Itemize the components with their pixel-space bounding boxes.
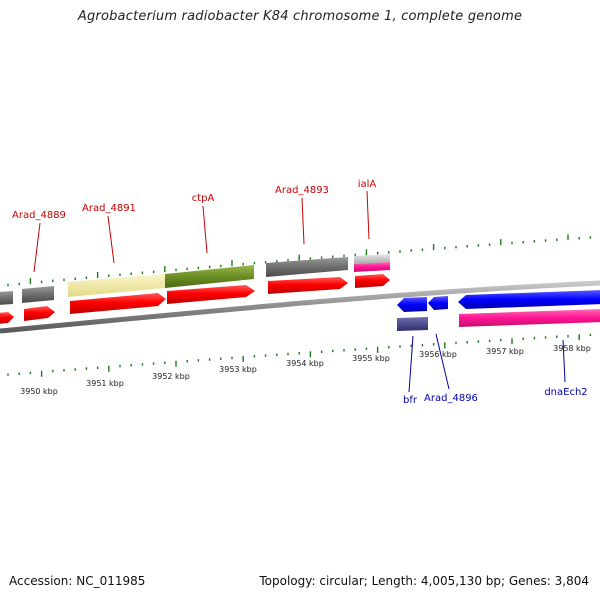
tick-label: 3957 kbp: [486, 347, 524, 356]
label-leaders: [33, 190, 566, 393]
topology-label: Topology: circular; Length: 4,005,130 bp…: [259, 574, 589, 588]
gene-label[interactable]: ctpA: [192, 193, 215, 204]
map-title: Agrobacterium radiobacter K84 chromosome…: [77, 9, 523, 24]
gene-bar-ialA[interactable]: [354, 262, 390, 272]
cds-arrow-ialA[interactable]: [355, 274, 390, 288]
gene-label[interactable]: Arad_4889: [12, 210, 66, 221]
cds-arrow-arad-4896[interactable]: [428, 296, 448, 310]
gene-bar-bfr[interactable]: [397, 317, 428, 331]
gene-label[interactable]: Arad_4891: [82, 203, 136, 214]
gene-bar-dnaEch2[interactable]: [459, 309, 600, 327]
gene-label[interactable]: Arad_4896: [424, 393, 478, 404]
gene-label[interactable]: bfr: [403, 395, 418, 406]
cds-arrow-arad-4893[interactable]: [268, 277, 348, 294]
reverse-strand-features: [397, 290, 600, 331]
gene-labels-bottom: bfr Arad_4896 dnaEch2: [403, 387, 588, 406]
gene-bar-ialA-rna[interactable]: [354, 254, 390, 264]
chromosome-backbone: [0, 280, 600, 334]
tick-label: 3955 kbp: [352, 354, 390, 363]
gene-bar[interactable]: [22, 286, 54, 303]
outer-scale-dots: [7, 234, 592, 287]
tick-label: 3952 kbp: [152, 372, 190, 381]
tick-label: 3956 kbp: [419, 350, 457, 359]
tick-label: 3958 kbp: [553, 344, 591, 353]
gene-label[interactable]: dnaEch2: [544, 387, 587, 398]
inner-scale-dots: [7, 333, 592, 377]
gene-labels-top: Arad_4889 Arad_4891 ctpA Arad_4893 ialA: [12, 179, 376, 221]
cds-arrow-ctpA[interactable]: [167, 285, 255, 304]
cds-arrow[interactable]: [0, 312, 14, 324]
gene-bar-arad-4893[interactable]: [266, 257, 348, 277]
cds-arrow-bfr[interactable]: [397, 297, 427, 312]
gene-bar-ctpA[interactable]: [165, 265, 254, 288]
tick-label: 3950 kbp: [20, 387, 58, 396]
tick-labels: 3950 kbp 3951 kbp 3952 kbp 3953 kbp 3954…: [20, 344, 591, 396]
gene-bar-arad-4891[interactable]: [68, 274, 165, 297]
forward-strand-features: [0, 254, 390, 324]
cds-arrow[interactable]: [24, 306, 55, 321]
tick-label: 3953 kbp: [219, 365, 257, 374]
accession-label: Accession: NC_011985: [9, 574, 146, 588]
gene-label[interactable]: ialA: [358, 179, 377, 190]
tick-label: 3954 kbp: [286, 359, 324, 368]
gene-bar[interactable]: [0, 291, 13, 305]
cds-arrow-dnaEch2[interactable]: [458, 290, 600, 309]
cds-arrow-arad-4891[interactable]: [70, 293, 166, 314]
tick-label: 3951 kbp: [86, 379, 124, 388]
gene-label[interactable]: Arad_4893: [275, 185, 329, 196]
